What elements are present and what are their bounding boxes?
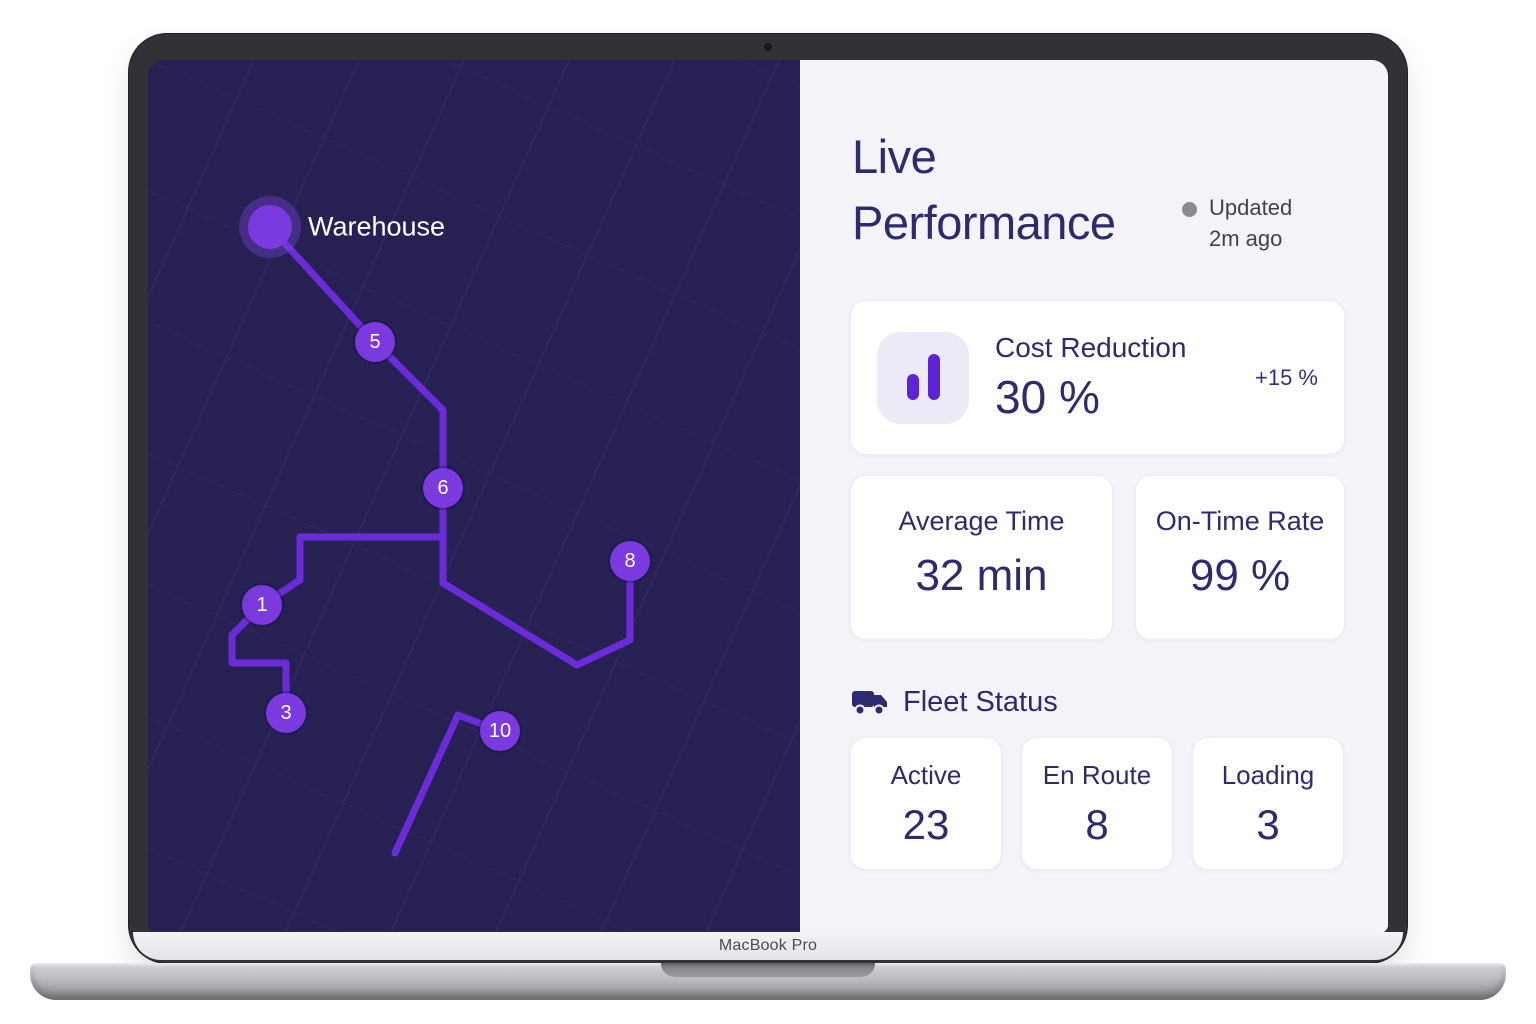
laptop-chin: MacBook Pro [133, 932, 1403, 960]
cost-reduction-label: Cost Reduction [995, 331, 1187, 363]
average-time-card: Average Time 32 min [850, 475, 1113, 640]
bar-chart-icon-tall-bar [927, 353, 940, 400]
map-stop-5[interactable]: 5 [355, 322, 395, 362]
average-time-label: Average Time [898, 506, 1065, 536]
fleet-en-route-value: 8 [1085, 801, 1109, 848]
fleet-status-label: Fleet Status [903, 685, 1058, 718]
on-time-rate-value: 99 % [1189, 551, 1291, 600]
page-title-line2: Performance [852, 196, 1116, 249]
metric-card-row: Average Time 32 min On-Time Rate 99 % [850, 475, 1345, 640]
page-title-line1: Live [852, 130, 937, 183]
stop-label: 8 [624, 549, 636, 572]
stop-label: 6 [437, 476, 449, 499]
bar-chart-icon [877, 331, 969, 424]
fleet-card-row: Active 23 En Route 8 Loading 3 [850, 737, 1344, 870]
bar-chart-icon-short-bar [906, 373, 919, 400]
webcam-icon [764, 43, 772, 51]
page-title: Live Performance [852, 124, 1116, 256]
stop-label: 5 [369, 330, 381, 353]
fleet-loading-label: Loading [1221, 760, 1315, 790]
cost-reduction-delta-badge: +15 % [1255, 364, 1318, 390]
fleet-active-label: Active [890, 760, 962, 790]
on-time-rate-card: On-Time Rate 99 % [1135, 475, 1345, 640]
laptop-base [30, 963, 1506, 1000]
performance-panel: Live Performance Updated 2m ago [800, 60, 1388, 933]
map-stop-6[interactable]: 6 [423, 468, 463, 508]
route-map[interactable]: Warehouse 5 6 1 3 8 10 [148, 60, 800, 933]
fleet-loading-card: Loading 3 [1192, 737, 1344, 870]
device-label: MacBook Pro [718, 937, 818, 954]
fleet-active-card: Active 23 [850, 737, 1002, 870]
cost-reduction-text: Cost Reduction 30 % [995, 332, 1229, 424]
stop-label: 3 [280, 701, 292, 724]
updated-status-text: Updated 2m ago [1209, 192, 1292, 254]
cost-reduction-card: Cost Reduction 30 % +15 % [850, 300, 1345, 455]
truck-icon [852, 690, 887, 715]
street-grid [148, 60, 800, 933]
map-stop-8[interactable]: 8 [610, 541, 650, 581]
status-dot-icon [1182, 202, 1197, 217]
average-time-value: 32 min [915, 551, 1048, 600]
on-time-rate-label: On-Time Rate [1155, 506, 1325, 536]
map-stop-3[interactable]: 3 [266, 693, 306, 733]
map-stop-10[interactable]: 10 [480, 711, 520, 751]
updated-status: Updated 2m ago [1182, 192, 1292, 254]
route-map-canvas [148, 60, 800, 933]
screen: Warehouse 5 6 1 3 8 10 [148, 60, 1388, 933]
updated-status-line1: Updated [1209, 195, 1293, 220]
fleet-active-value: 23 [902, 801, 950, 848]
warehouse-label: Warehouse [308, 211, 446, 242]
fleet-status-header: Fleet Status [852, 682, 1058, 722]
laptop-mockup: Warehouse 5 6 1 3 8 10 [129, 34, 1407, 963]
fleet-en-route-card: En Route 8 [1021, 737, 1173, 870]
warehouse-marker[interactable] [248, 205, 292, 249]
stop-label: 1 [256, 593, 268, 616]
fleet-en-route-label: En Route [1042, 760, 1152, 790]
fleet-loading-value: 3 [1256, 801, 1280, 848]
trackpad-notch [661, 963, 875, 977]
map-stop-1[interactable]: 1 [242, 585, 282, 625]
cost-reduction-value: 30 % [995, 370, 1100, 423]
updated-status-line2: 2m ago [1209, 226, 1283, 251]
stop-label: 10 [488, 719, 512, 742]
